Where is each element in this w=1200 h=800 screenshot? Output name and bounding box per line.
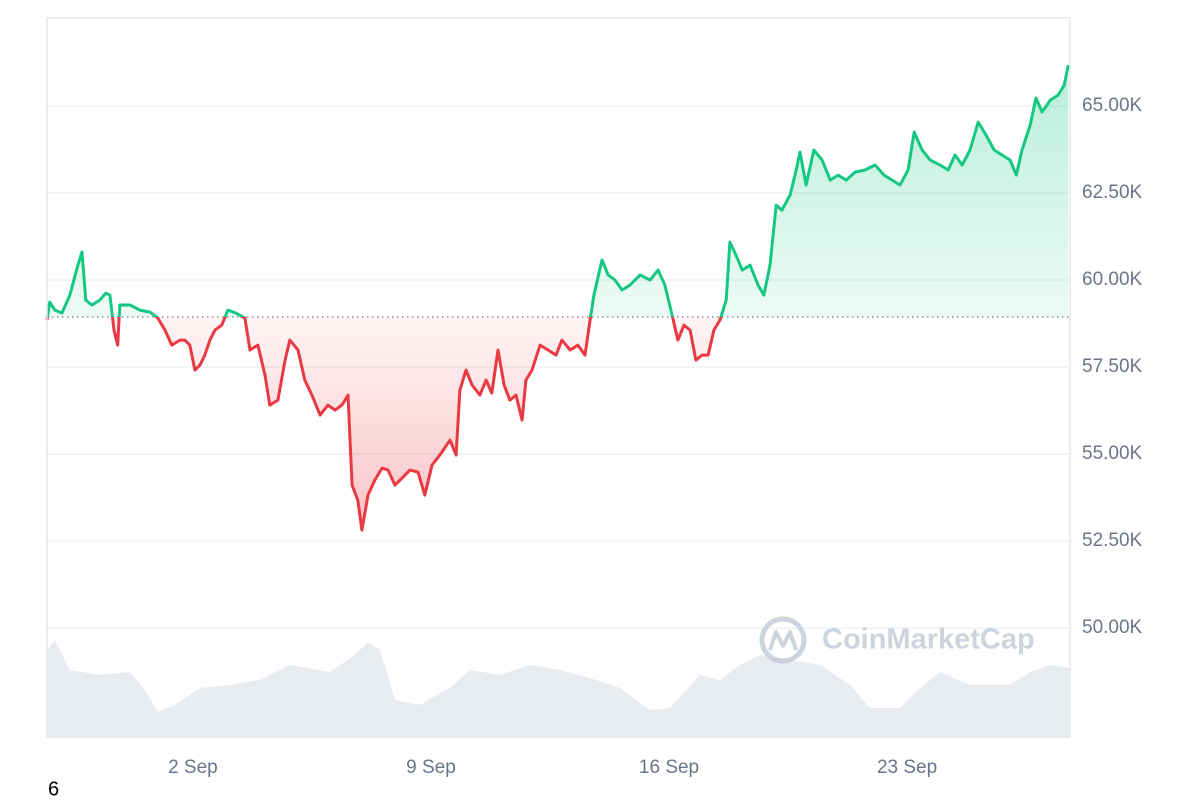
y-tick-label: 52.50K <box>1082 530 1143 551</box>
plot-frame <box>46 17 1071 738</box>
y-tick-label: 65.00K <box>1082 95 1143 116</box>
x-tick-label: 9 Sep <box>406 757 456 778</box>
watermark-text: CoinMarketCap <box>822 624 1035 656</box>
price-line <box>45 64 1070 532</box>
plot-layer <box>45 64 1070 532</box>
grid-layer: 50.00K 52.50K 55.00K 57.50K 60.00K 62.50K 65.0… <box>47 95 1143 778</box>
y-tick-label: 57.50K <box>1082 356 1143 377</box>
x-tick-label: 16 Sep <box>639 757 699 778</box>
volume-area <box>47 640 1070 737</box>
x-tick-label: 23 Sep <box>877 757 937 778</box>
y-tick-label: 50.00K <box>1082 617 1143 638</box>
y-tick-label: 60.00K <box>1082 269 1143 290</box>
price-area <box>47 65 1069 531</box>
y-tick-label: 55.00K <box>1082 443 1143 464</box>
watermark: CoinMarketCap <box>759 616 1035 664</box>
volume-layer <box>47 640 1070 737</box>
y-tick-label: 62.50K <box>1082 182 1143 203</box>
page-label: 6 <box>48 778 59 800</box>
x-tick-label: 2 Sep <box>168 757 218 778</box>
